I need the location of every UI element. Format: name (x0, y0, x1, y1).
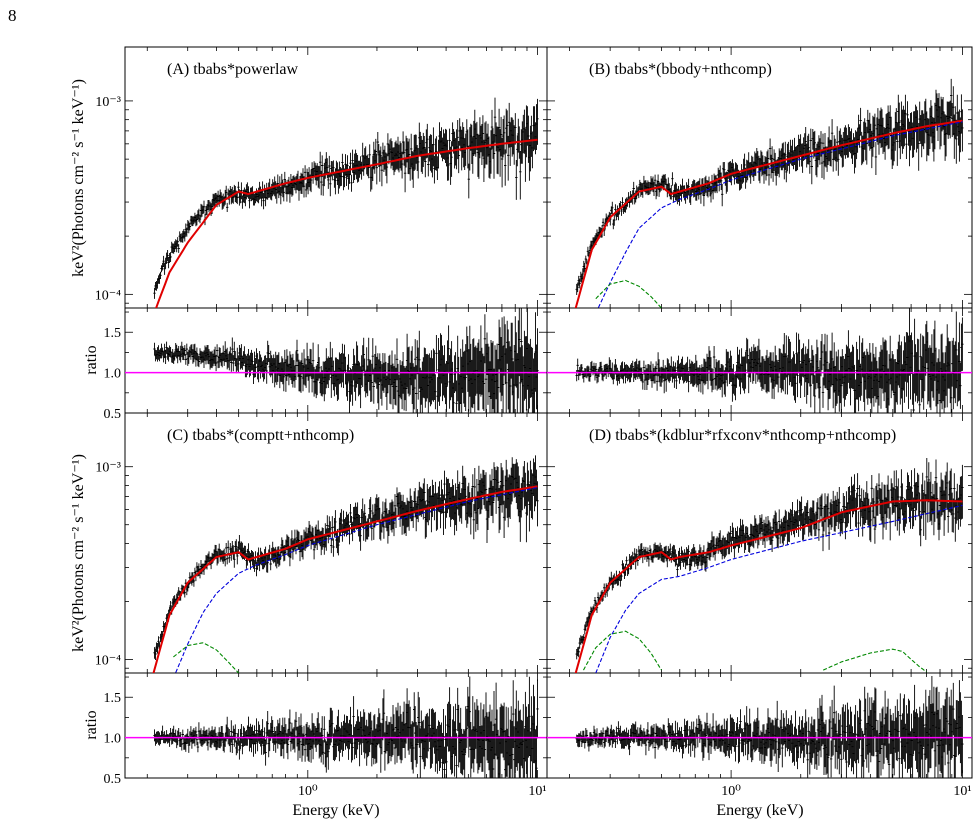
x-tick-label: 10⁰ (721, 784, 741, 799)
ratio-points (153, 676, 539, 778)
ratio-points (575, 308, 964, 413)
ratio-errorbars (575, 676, 964, 778)
ratio-errorbars (575, 308, 964, 413)
ratio-points (153, 308, 539, 413)
data-points (153, 455, 539, 660)
model-component-soft-line (173, 642, 240, 673)
model-total-line (574, 119, 963, 308)
panel-c: 10⁻⁴ 10⁻³ 0.5 1.0 1.5 10⁰ 10¹ (C) tbabs*(comptt… (95, 412, 548, 799)
y-axis-label-spectrum-top: keV²(Photons cm⁻² s⁻¹ keV⁻¹) (70, 79, 87, 277)
y-tick-label: 10⁻⁴ (95, 288, 121, 303)
model-component-comptonization-line (174, 486, 538, 673)
y-tick-label: 10⁻⁴ (95, 653, 121, 668)
panel-title: (B) tbabs*(bbody+nthcomp) (589, 61, 772, 78)
model-total-line (155, 138, 538, 308)
data-errorbars (153, 455, 539, 660)
x-axis-label-right: Energy (keV) (716, 802, 803, 819)
y-tick-label: 10⁻³ (95, 461, 121, 476)
x-tick-label: 10¹ (528, 784, 546, 799)
model-total-line (152, 485, 538, 673)
panel-b: (B) tbabs*(bbody+nthcomp) (546, 46, 973, 414)
ratio-tick-label: 0.5 (104, 772, 122, 787)
model-component-soft-line (583, 630, 662, 671)
model-component-reflection-line (822, 648, 927, 673)
y-axis-label-ratio-top: ratio (83, 345, 100, 374)
y-axis-label-spectrum-bottom: keV²(Photons cm⁻² s⁻¹ keV⁻¹) (70, 454, 87, 652)
ratio-tick-label: 1.5 (104, 691, 122, 706)
panel-title: (C) tbabs*(comptt+nthcomp) (167, 427, 354, 444)
data-points (153, 97, 539, 299)
model-component-comptonization-line (597, 121, 963, 308)
y-axis-label-ratio-bottom: ratio (83, 710, 100, 739)
x-tick-label: 10⁰ (298, 784, 318, 799)
model-total-line (574, 499, 963, 673)
data-errorbars (153, 97, 539, 299)
x-axis-label-left: Energy (keV) (292, 802, 379, 819)
ratio-tick-label: 0.5 (104, 407, 122, 422)
x-tick-label: 10¹ (953, 784, 971, 799)
page-number: 8 (8, 6, 17, 25)
ratio-tick-label: 1.5 (104, 326, 122, 341)
ratio-points (575, 676, 964, 778)
model-component-soft-line (595, 279, 662, 308)
panel-title: (A) tbabs*powerlaw (167, 61, 299, 78)
data-errorbars (575, 78, 964, 295)
panel-d: 10⁰ 10¹ (D) tbabs*(kdblur*rfxconv*nthcomp+… (546, 412, 973, 799)
ratio-errorbars (153, 676, 539, 778)
y-tick-label: 10⁻³ (95, 95, 121, 110)
ratio-tick-label: 1.0 (104, 367, 122, 382)
ratio-frame (546, 672, 973, 779)
data-points (575, 458, 964, 660)
panel-title: (D) tbabs*(kdblur*rfxconv*nthcomp+nthcom… (589, 427, 896, 444)
data-points (575, 78, 964, 295)
data-errorbars (575, 458, 964, 660)
panel-a: 10⁻⁴ 10⁻³ 0.5 1.0 1.5 (A) tbabs*powerlaw (95, 46, 548, 422)
ratio-errorbars (153, 308, 539, 413)
ratio-tick-label: 1.0 (104, 732, 122, 747)
